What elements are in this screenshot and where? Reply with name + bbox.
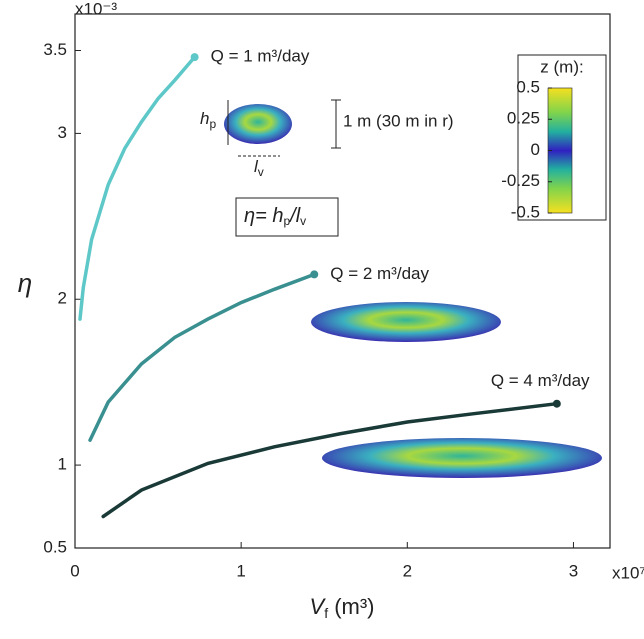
colorbar-tick-label: -0.25 (501, 171, 540, 190)
text-part: l (254, 157, 259, 176)
text-part: h (200, 109, 209, 128)
x-tick-label: 2 (403, 561, 412, 580)
y-tick-label: 3 (58, 123, 67, 142)
text-part: η= h (244, 205, 283, 227)
colorbar-title: z (m): (540, 57, 583, 76)
x-label-symbol: V (310, 594, 327, 619)
x-tick-label: 0 (70, 561, 79, 580)
subscript: v (258, 165, 264, 179)
scale-label: 1 m (30 m in r) (343, 111, 454, 130)
x-label-unit: (m³) (328, 594, 374, 619)
series-label: Q = 4 m³/day (491, 371, 590, 390)
subscript: p (209, 117, 216, 131)
subscript: v (300, 214, 306, 228)
text-part: /l (288, 205, 301, 227)
x-tick-label: 1 (236, 561, 245, 580)
subscript: p (283, 214, 290, 228)
height-label: hp (200, 109, 216, 131)
y-tick-label: 1 (58, 455, 67, 474)
series-label: Q = 2 m³/day (330, 264, 429, 283)
y-tick-label: 0.5 (43, 537, 67, 556)
end-marker (190, 53, 199, 62)
x-tick-label: 3 (569, 561, 578, 580)
colorbar-tick-label: 0.5 (516, 77, 540, 96)
y-tick-label: 3.5 (43, 40, 67, 59)
colorbar-tick-label: 0 (531, 140, 540, 159)
colorbar-tick-label: -0.5 (511, 202, 540, 221)
series-line (78, 55, 197, 321)
end-marker (552, 399, 561, 408)
shape-image (224, 104, 292, 144)
series-line (88, 272, 317, 442)
y-axis-label: η (18, 268, 32, 298)
shape-image (322, 438, 602, 478)
x-axis-label: Vf (m³) (310, 594, 375, 621)
colorbar-tick-label: 0.25 (507, 109, 540, 128)
shape-image (311, 302, 501, 342)
series-line (101, 401, 559, 519)
inset-scale (227, 99, 341, 237)
y-multiplier: x10⁻³ (75, 0, 117, 18)
end-marker (310, 270, 319, 279)
x-multiplier: x10⁷ (612, 563, 644, 582)
length-label: lv (254, 157, 264, 179)
formula: η= hp/lv (244, 205, 306, 228)
series-label: Q = 1 m³/day (211, 47, 310, 66)
y-tick-label: 2 (58, 289, 67, 308)
x-label-subscript: f (324, 605, 328, 621)
plot-frame (74, 13, 611, 549)
